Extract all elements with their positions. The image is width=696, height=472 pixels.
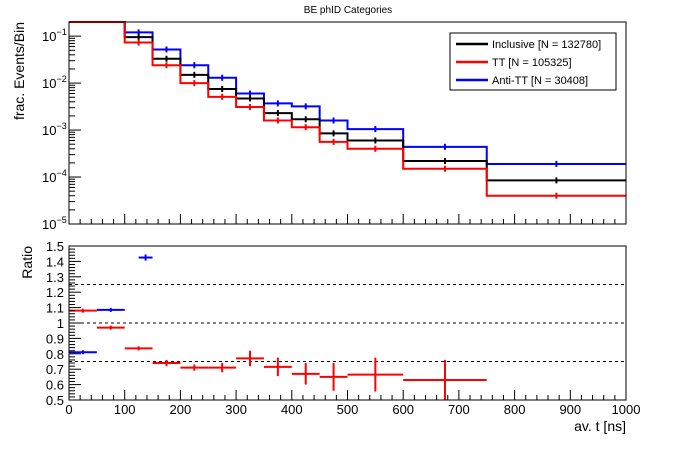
x-tick-label: 500 [337,402,359,417]
x-tick-label: 400 [281,402,303,417]
bottom-y-tick-label: 0.9 [46,331,64,346]
x-tick-label: 800 [504,402,526,417]
top-y-tick-label: 10−5 [42,215,67,232]
bottom-y-tick-label: 0.6 [46,378,64,393]
top-axes-layer: 10−1 10−2 10−3 10−4 10−5 [42,21,627,232]
x-tick-label: 900 [559,402,581,417]
bottom-y-tick-label: 1.5 [46,239,64,254]
bottom-y-axis-label: Ratio [19,246,35,279]
histogram-line-tt [69,21,626,197]
legend: Inclusive [N = 132780] TT [N = 105325] A… [449,32,617,91]
x-tick-label: 200 [170,402,192,417]
x-tick-label: 300 [225,402,247,417]
legend-label-inclusive: Inclusive [N = 132780] [492,39,601,51]
top-panel: 10−1 10−2 10−3 10−4 10−5 [42,21,627,232]
bottom-panel-frame [68,245,627,401]
top-y-axis-label: frac. Events/Bin [11,22,27,120]
top-y-tick-label: 10−3 [42,121,67,138]
bottom-y-tick-label: 1.2 [46,285,64,300]
bottom-series-layer [69,254,487,400]
legend-label-anti-tt: Anti-TT [N = 30408] [492,75,588,87]
chart-title: BE phID Categories [304,5,392,16]
bottom-y-tick-label: 1.4 [46,254,64,269]
top-y-tick-label: 10−2 [42,74,67,91]
bottom-y-tick-label: 1.3 [46,270,64,285]
x-tick-label: 700 [448,402,470,417]
bottom-y-tick-label: 0.8 [46,347,64,362]
x-tick-label: 0 [65,402,72,417]
bottom-y-tick-label: 1.1 [46,301,64,316]
bottom-y-tick-label: 1 [57,316,64,331]
x-axis-label: av. t [ns] [574,418,626,434]
legend-label-tt: TT [N = 105325] [492,57,572,69]
reference-lines-layer [69,284,626,362]
bottom-y-tick-label: 0.7 [46,362,64,377]
top-panel-frame [68,21,627,225]
top-y-tick-label: 10−1 [42,27,67,44]
bottom-panel: 0 100 200 300 400 500 600 700 800 900 10000.50.60.… [46,239,641,417]
x-tick-label: 1000 [612,402,641,417]
bottom-y-tick-label: 0.5 [46,393,64,408]
x-tick-label: 100 [114,402,136,417]
x-tick-label: 600 [392,402,414,417]
top-series-layer [69,21,626,199]
top-y-tick-label: 10−4 [42,168,67,185]
bottom-axes-layer: 0 100 200 300 400 500 600 700 800 900 10000.50.60.… [46,239,641,417]
